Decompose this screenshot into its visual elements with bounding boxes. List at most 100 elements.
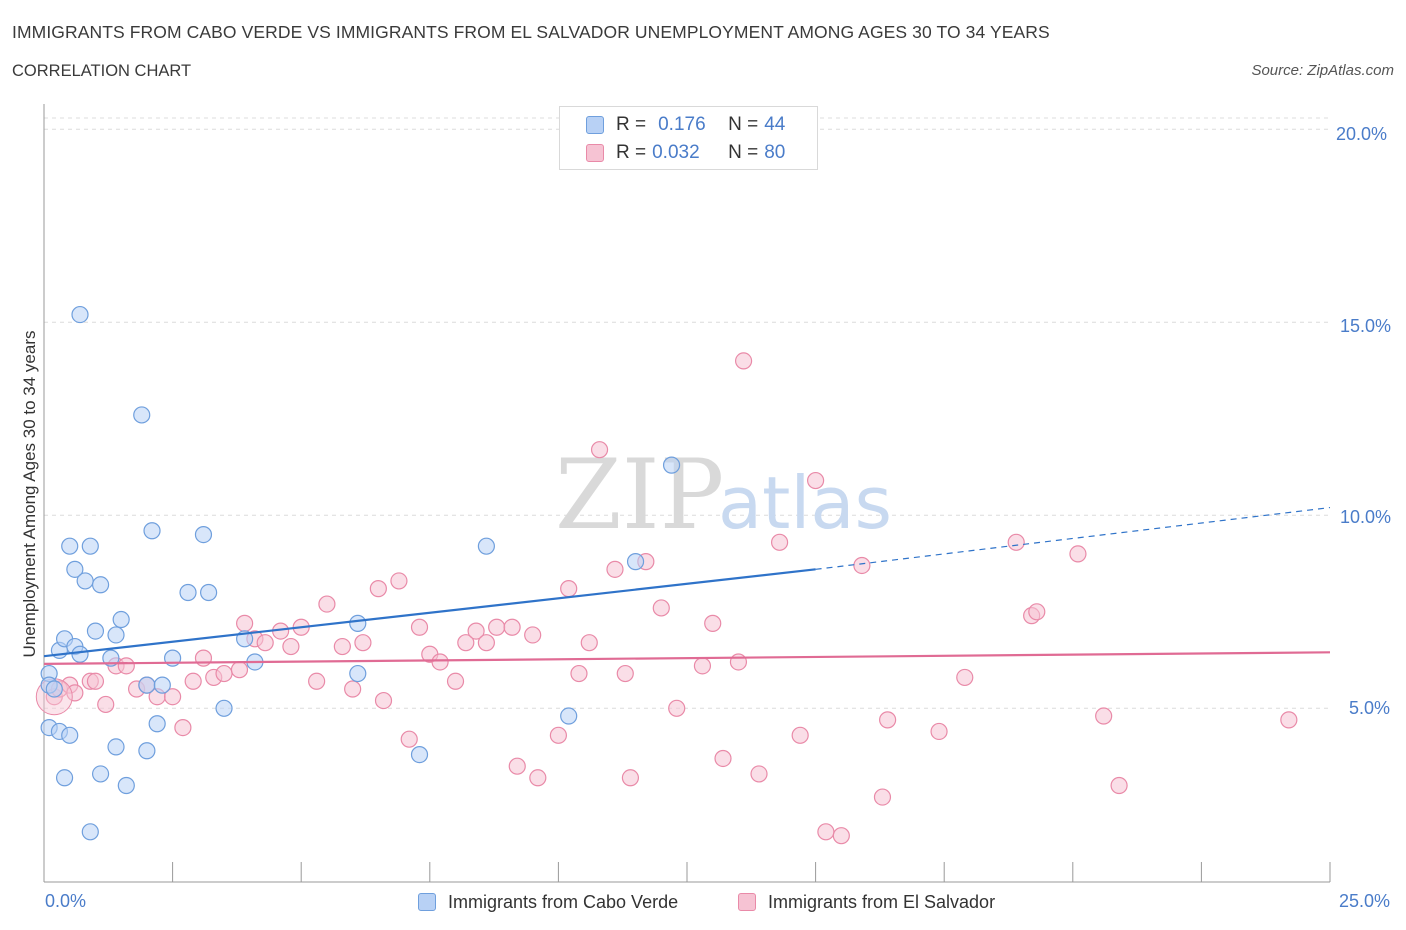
data-point xyxy=(873,788,892,806)
bottom-legend-swatch-blue xyxy=(418,893,436,911)
data-point xyxy=(1095,707,1113,725)
legend-n-label: N = xyxy=(728,114,759,135)
data-point xyxy=(349,614,367,632)
data-point xyxy=(194,525,213,544)
watermark-atlas: atlas xyxy=(718,461,892,545)
data-point xyxy=(1110,776,1128,795)
data-point xyxy=(467,622,485,640)
data-point xyxy=(61,726,79,744)
data-point xyxy=(236,614,254,632)
data-point xyxy=(81,823,99,841)
data-point xyxy=(734,352,753,370)
data-point xyxy=(333,637,351,656)
data-point xyxy=(477,537,495,555)
trend-lines xyxy=(43,506,1331,666)
data-point xyxy=(215,664,233,683)
legend-r-value: 0.032 xyxy=(652,142,700,163)
data-point xyxy=(621,769,640,787)
data-point xyxy=(549,726,568,744)
data-point xyxy=(102,649,120,667)
data-point xyxy=(318,595,336,613)
bottom-legend-swatch-pink xyxy=(738,893,756,911)
data-point xyxy=(117,657,135,675)
data-point xyxy=(832,827,850,845)
data-point xyxy=(524,626,542,644)
data-point xyxy=(133,406,151,424)
data-point xyxy=(431,653,449,671)
x-tick-label-min: 0.0% xyxy=(45,891,87,911)
data-point xyxy=(97,695,115,714)
data-point xyxy=(580,634,598,652)
y-tick-label-10: 10.0% xyxy=(1340,507,1392,527)
data-point xyxy=(66,560,84,578)
data-point xyxy=(184,672,202,690)
data-point xyxy=(560,580,578,598)
data-point xyxy=(590,441,609,459)
data-point xyxy=(729,653,748,671)
bottom-legend-label: Immigrants from Cabo Verde xyxy=(448,891,679,912)
data-point xyxy=(503,618,521,636)
data-point xyxy=(668,699,686,717)
y-tick-label-20: 20.0% xyxy=(1336,124,1388,144)
data-point xyxy=(770,533,789,551)
legend-swatch-pink xyxy=(586,144,604,162)
data-point xyxy=(1280,711,1298,729)
data-point xyxy=(457,634,475,652)
data-point xyxy=(374,691,393,710)
data-point xyxy=(791,726,809,744)
data-point xyxy=(349,664,367,683)
data-point xyxy=(61,537,79,555)
data-point xyxy=(1028,603,1046,621)
data-point xyxy=(143,522,161,540)
data-point xyxy=(529,769,547,787)
y-axis-label: Unemployment Among Ages 30 to 34 years xyxy=(20,330,39,658)
bottom-legend-el-salvador: Immigrants from El Salvador xyxy=(738,890,995,914)
data-point xyxy=(71,305,89,324)
data-point xyxy=(112,610,130,629)
data-point xyxy=(879,711,897,729)
data-point xyxy=(354,634,372,652)
data-point xyxy=(560,707,578,725)
data-point xyxy=(714,749,732,768)
data-point xyxy=(477,634,495,652)
data-point xyxy=(750,765,768,783)
data-point xyxy=(86,622,105,640)
y-tick-label-15: 15.0% xyxy=(1340,316,1392,336)
data-point xyxy=(107,626,125,644)
trend-line-cabo-verde xyxy=(43,568,816,658)
data-point xyxy=(853,556,871,575)
data-point xyxy=(930,722,948,741)
chart-subtitle: CORRELATION CHART xyxy=(12,62,192,80)
data-point xyxy=(344,680,362,698)
data-point xyxy=(138,742,156,760)
data-point xyxy=(308,672,326,690)
legend-r-label: R = xyxy=(616,142,647,163)
data-point xyxy=(369,580,387,598)
legend-swatch-blue xyxy=(586,116,604,134)
data-point xyxy=(488,618,506,636)
legend-n-value: 80 xyxy=(764,142,786,163)
data-point xyxy=(194,649,213,667)
data-point xyxy=(693,657,712,675)
y-tick-label-5: 5.0% xyxy=(1349,698,1391,718)
data-point xyxy=(164,688,182,706)
watermark-zip: ZIP xyxy=(555,439,724,551)
trend-line-el-salvador xyxy=(43,651,1331,666)
data-point xyxy=(45,680,63,698)
data-point xyxy=(806,471,825,490)
data-point xyxy=(107,738,125,756)
legend-n-value: 44 xyxy=(764,114,786,135)
data-point xyxy=(704,614,722,632)
data-point xyxy=(282,637,300,656)
legend-row-cabo-verde: R = 0.176 N = 44 xyxy=(586,111,785,139)
data-point xyxy=(153,676,171,694)
data-point xyxy=(410,746,429,764)
data-point xyxy=(956,668,974,687)
series-el-salvador-points xyxy=(35,352,1298,845)
data-point xyxy=(1069,545,1087,563)
data-point xyxy=(570,664,588,683)
data-point xyxy=(215,699,233,717)
chart-title: IMMIGRANTS FROM CABO VERDE VS IMMIGRANTS… xyxy=(12,22,1050,42)
data-point xyxy=(174,718,192,737)
